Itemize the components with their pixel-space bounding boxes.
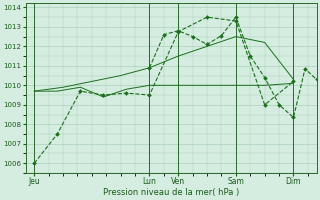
X-axis label: Pression niveau de la mer( hPa ): Pression niveau de la mer( hPa ) (103, 188, 239, 197)
